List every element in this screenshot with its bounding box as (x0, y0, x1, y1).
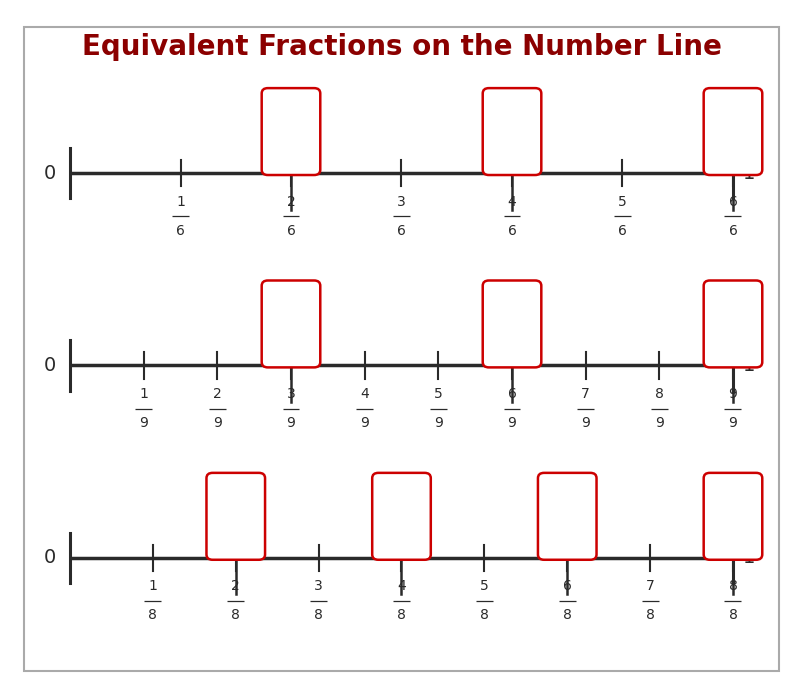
Text: 0: 0 (44, 548, 56, 567)
Text: 1: 1 (139, 387, 148, 401)
Text: 1: 1 (148, 579, 157, 594)
Text: 9: 9 (727, 416, 736, 430)
Text: 1: 1 (742, 356, 755, 375)
Text: 9: 9 (654, 416, 663, 430)
Text: 3: 3 (506, 313, 516, 331)
Text: 7: 7 (645, 579, 654, 594)
Text: 4: 4 (230, 505, 241, 523)
Text: 1: 1 (286, 283, 296, 301)
Text: 8: 8 (645, 609, 654, 623)
Text: 2: 2 (506, 283, 516, 301)
Text: 9: 9 (360, 416, 369, 430)
Text: 6: 6 (562, 579, 571, 594)
Text: 9: 9 (581, 416, 589, 430)
Text: 8: 8 (314, 609, 322, 623)
Text: 1: 1 (286, 91, 296, 109)
Text: 3: 3 (727, 91, 737, 109)
Text: 3: 3 (286, 387, 295, 401)
Text: 2: 2 (231, 579, 240, 594)
FancyBboxPatch shape (206, 473, 265, 560)
Text: 0: 0 (44, 164, 56, 182)
Text: 2: 2 (286, 195, 295, 209)
Text: 1: 1 (176, 195, 184, 209)
Text: 3: 3 (286, 120, 296, 138)
Text: 8: 8 (148, 609, 157, 623)
FancyBboxPatch shape (703, 88, 761, 175)
Text: 4: 4 (507, 195, 516, 209)
Text: 0: 0 (44, 356, 56, 375)
Text: 2: 2 (395, 476, 407, 494)
Text: 4: 4 (397, 579, 405, 594)
FancyBboxPatch shape (482, 281, 541, 368)
Text: Equivalent Fractions on the Number Line: Equivalent Fractions on the Number Line (82, 33, 720, 61)
Text: 4: 4 (360, 387, 369, 401)
Text: 7: 7 (581, 387, 589, 401)
Text: 9: 9 (286, 416, 295, 430)
Text: 9: 9 (507, 416, 516, 430)
Text: 6: 6 (727, 195, 736, 209)
FancyBboxPatch shape (261, 281, 320, 368)
Text: 4: 4 (727, 505, 737, 523)
Text: 8: 8 (727, 579, 736, 594)
FancyBboxPatch shape (372, 473, 430, 560)
Text: 4: 4 (395, 505, 407, 523)
Text: 8: 8 (231, 609, 240, 623)
Text: 4: 4 (727, 476, 737, 494)
Text: 8: 8 (654, 387, 663, 401)
Text: 6: 6 (618, 224, 626, 238)
FancyBboxPatch shape (703, 281, 761, 368)
Text: 3: 3 (286, 313, 296, 331)
Text: 3: 3 (561, 476, 572, 494)
Text: 6: 6 (727, 224, 736, 238)
Text: 6: 6 (507, 387, 516, 401)
Text: 9: 9 (139, 416, 148, 430)
Text: 6: 6 (176, 224, 184, 238)
Text: 3: 3 (727, 283, 737, 301)
Text: 6: 6 (286, 224, 295, 238)
Text: 5: 5 (480, 579, 488, 594)
Text: 9: 9 (727, 387, 736, 401)
Text: 3: 3 (506, 120, 516, 138)
Text: 1: 1 (742, 548, 755, 567)
Text: 1: 1 (230, 476, 241, 494)
Text: 9: 9 (213, 416, 221, 430)
FancyBboxPatch shape (537, 473, 596, 560)
Text: 6: 6 (507, 224, 516, 238)
Text: 8: 8 (562, 609, 571, 623)
FancyBboxPatch shape (703, 473, 761, 560)
FancyBboxPatch shape (261, 88, 320, 175)
Text: 8: 8 (727, 609, 736, 623)
Text: 4: 4 (561, 505, 572, 523)
Text: 6: 6 (396, 224, 406, 238)
Text: 9: 9 (433, 416, 442, 430)
Text: 8: 8 (480, 609, 488, 623)
Text: 3: 3 (727, 120, 737, 138)
Text: 2: 2 (213, 387, 221, 401)
Text: 3: 3 (727, 313, 737, 331)
Text: 5: 5 (433, 387, 442, 401)
Text: 3: 3 (314, 579, 322, 594)
Text: 8: 8 (396, 609, 406, 623)
Text: 3: 3 (397, 195, 405, 209)
FancyBboxPatch shape (482, 88, 541, 175)
Text: 2: 2 (506, 91, 516, 109)
Text: 5: 5 (618, 195, 626, 209)
Text: 1: 1 (742, 164, 755, 182)
